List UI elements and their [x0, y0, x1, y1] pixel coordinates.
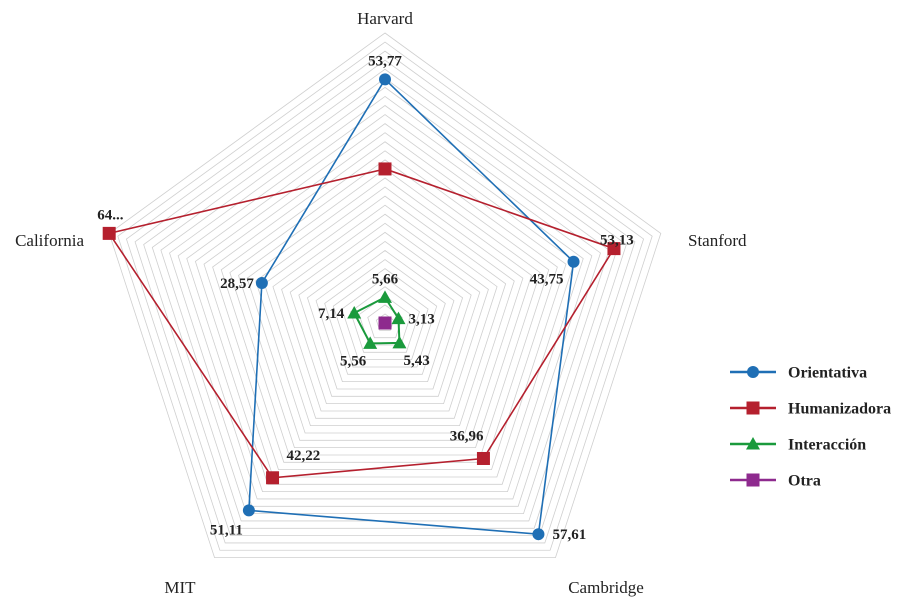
- grid-ring: [160, 86, 610, 515]
- series-markers: [102, 73, 621, 541]
- grid-ring: [194, 123, 576, 485]
- grid-ring: [186, 114, 584, 493]
- point-humanizadora-2: [476, 451, 490, 465]
- data-label-orientativa-4: 28,57: [220, 276, 254, 292]
- grid-ring: [315, 250, 455, 383]
- series-line-interaccin: [352, 296, 401, 345]
- point-orientativa-4: [255, 276, 268, 289]
- point-humanizadora-3: [266, 471, 280, 485]
- point-interaccin-0: [378, 290, 392, 303]
- data-label-orientativa-2: 57,61: [552, 527, 586, 543]
- data-label-interaccin-0: 5,66: [372, 271, 399, 287]
- grid-ring: [289, 222, 481, 405]
- legend-item-interaccin: Interacción: [730, 437, 866, 454]
- grid-ring: [203, 132, 567, 478]
- grid-ring: [358, 295, 412, 346]
- grid-ring: [169, 95, 601, 507]
- point-orientativa-0: [379, 73, 391, 86]
- series-line-humanizadora: [107, 168, 616, 479]
- grid-ring: [263, 195, 507, 427]
- data-label-interaccin-2: 5,43: [403, 353, 429, 369]
- point-orientativa-1: [567, 255, 580, 268]
- point-orientativa-2: [532, 528, 545, 541]
- series-lines: [107, 78, 616, 536]
- grid-ring: [177, 105, 593, 500]
- grid-ring: [108, 32, 662, 559]
- axis-label-stanford: Stanford: [688, 231, 747, 250]
- point-orientativa-3: [242, 504, 255, 517]
- grid-ring: [229, 159, 541, 456]
- data-labels: 53,77 43,75 57,61 51,11 28,57 53,13 36,96 42,22…: [97, 53, 634, 543]
- grid-ring: [246, 177, 524, 441]
- legend-label-interaccin: Interacción: [788, 437, 866, 454]
- radar-grid: [108, 32, 662, 559]
- legend-label-orientativa: Orientativa: [788, 365, 867, 382]
- legend-item-orientativa: Orientativa: [730, 365, 867, 382]
- legend-label-otra: Otra: [788, 473, 821, 490]
- data-label-orientativa-3: 51,11: [210, 522, 243, 538]
- axis-label-mit: MIT: [164, 578, 196, 597]
- data-label-humanizadora-2: 36,96: [450, 428, 484, 444]
- legend-marker-otra: [746, 473, 760, 487]
- point-humanizadora-0: [378, 162, 392, 176]
- data-label-interaccin-4: 7,14: [318, 306, 345, 322]
- point-interaccin-1: [391, 311, 406, 325]
- legend-item-humanizadora: Humanizadora: [730, 401, 891, 418]
- data-label-interaccin-1: 3,13: [408, 312, 434, 328]
- point-interaccin-3: [363, 336, 378, 349]
- axis-label-california: California: [15, 231, 84, 250]
- axis-labels: Harvard Stanford Cambridge MIT California: [15, 9, 747, 597]
- grid-ring: [341, 277, 429, 361]
- grid-ring: [350, 286, 420, 353]
- data-label-humanizadora-4: 64...: [97, 207, 124, 223]
- data-label-interaccin-3: 5,56: [340, 353, 367, 369]
- data-label-humanizadora-1: 53,13: [600, 233, 634, 249]
- legend-marker-interaccin: [746, 437, 760, 450]
- point-humanizadora-4: [102, 226, 116, 240]
- series-line-orientativa: [248, 78, 575, 536]
- grid-ring: [332, 268, 438, 368]
- axis-label-harvard: Harvard: [357, 9, 413, 28]
- grid-ring: [134, 59, 636, 537]
- data-label-orientativa-0: 53,77: [368, 53, 402, 69]
- legend-label-humanizadora: Humanizadora: [788, 401, 891, 418]
- grid-ring: [272, 204, 498, 419]
- point-otra-center: [378, 316, 392, 330]
- legend-marker-orientativa: [747, 366, 759, 378]
- grid-ring: [324, 259, 446, 375]
- point-interaccin-4: [347, 306, 362, 319]
- grid-ring: [212, 141, 558, 471]
- grid-ring: [255, 186, 515, 434]
- legend: Orientativa Humanizadora Interacción Otra: [730, 365, 891, 490]
- grid-ring: [281, 213, 489, 412]
- grid-ring: [306, 240, 464, 390]
- grid-ring: [220, 150, 550, 463]
- legend-item-otra: Otra: [730, 473, 821, 490]
- legend-marker-humanizadora: [746, 401, 760, 415]
- grid-ring: [125, 50, 645, 544]
- data-label-humanizadora-3: 42,22: [287, 448, 321, 464]
- point-humanizadora-1: [607, 242, 621, 256]
- grid-ring: [238, 168, 532, 449]
- grid-ring: [298, 231, 472, 397]
- grid-ring: [375, 313, 395, 331]
- axis-label-cambridge: Cambridge: [568, 578, 644, 597]
- data-label-orientativa-1: 43,75: [530, 272, 564, 288]
- grid-ring: [117, 41, 653, 551]
- point-interaccin-2: [392, 335, 407, 349]
